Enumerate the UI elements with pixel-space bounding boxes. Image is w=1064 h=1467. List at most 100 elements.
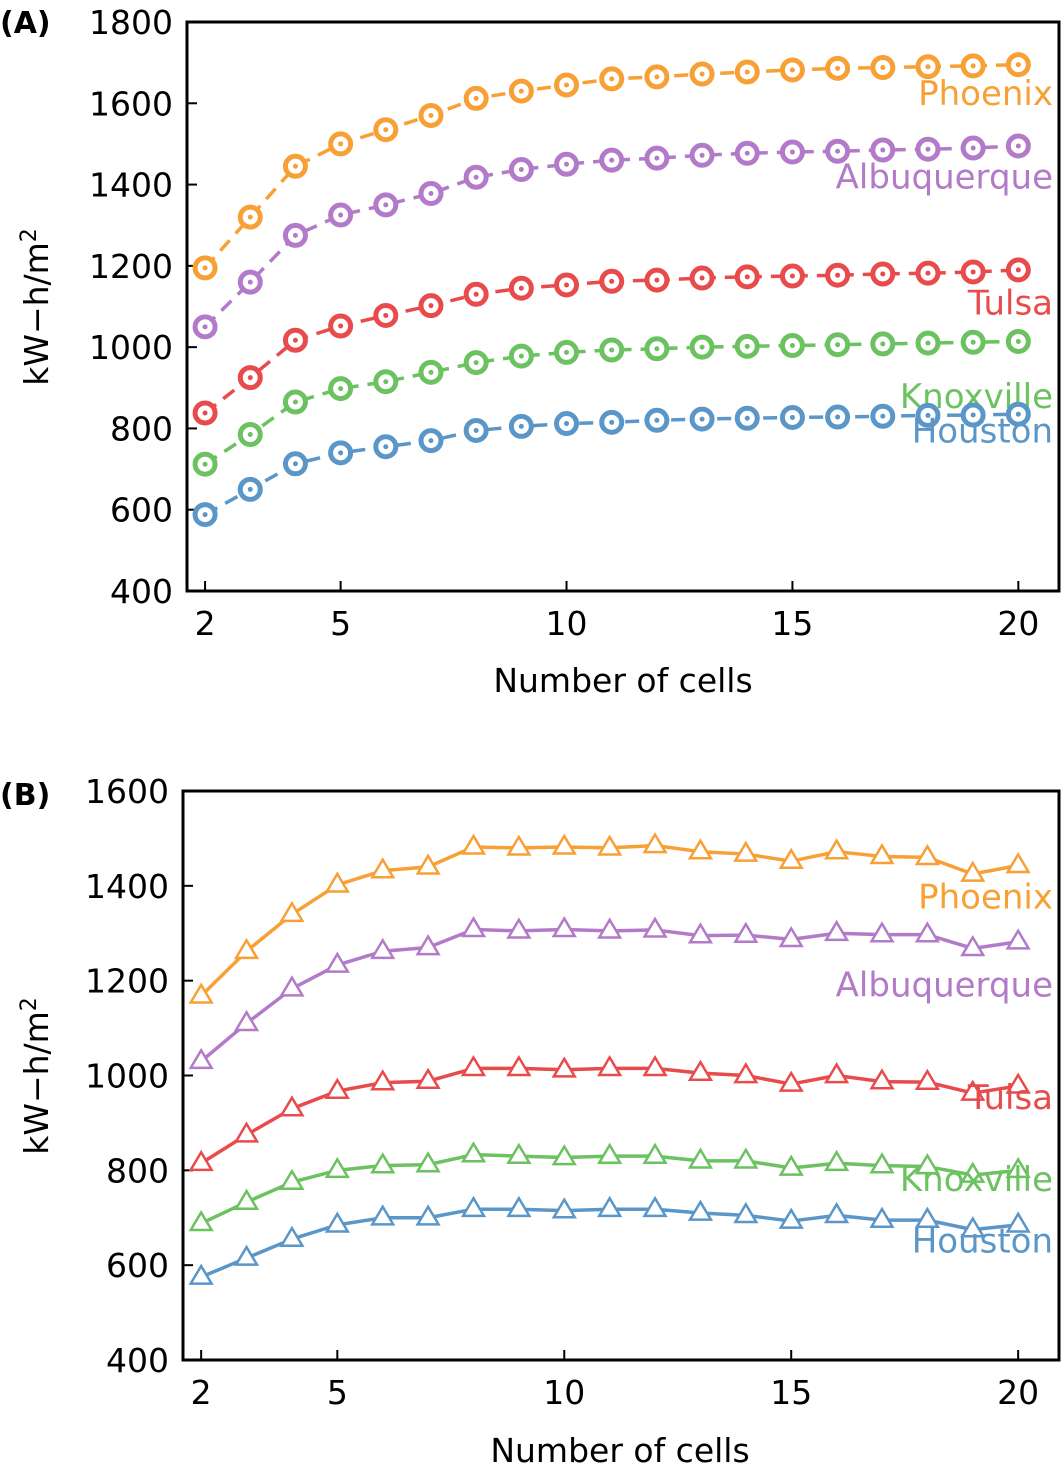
panel-a-point-center-knoxville — [835, 342, 841, 348]
panel-a-point-center-knoxville — [247, 432, 253, 438]
panel-b-point-tulsa — [914, 1068, 941, 1090]
panel-b-point-phoenix — [960, 860, 986, 882]
panel-b-point-albuquerque — [960, 934, 986, 957]
panel-b-point-albuquerque — [778, 925, 804, 948]
panel-b-point-knoxville — [778, 1154, 804, 1176]
panel-b-point-albuquerque — [642, 916, 668, 938]
panel-b-series-albuquerque: Albuquerque — [188, 916, 1053, 1070]
panel-b-point-knoxville — [551, 1144, 577, 1166]
panel-b-point-houston — [370, 1204, 396, 1226]
panel-a-point-center-knoxville — [383, 379, 389, 385]
panel-a-y-tick-label: 600 — [110, 491, 173, 530]
panel-b-point-phoenix — [687, 838, 714, 860]
panel-a-point-center-houston — [925, 412, 931, 418]
panel-b-point-albuquerque — [869, 921, 895, 943]
panel-a-x-tick-label: 2 — [195, 604, 216, 643]
panel-b-point-knoxville — [1005, 1156, 1031, 1179]
panel-a-series-albuquerque: Albuquerque — [192, 133, 1053, 340]
panel-b-point-phoenix — [1005, 851, 1031, 874]
panel-b-point-phoenix — [233, 937, 260, 960]
panel-b-point-houston — [233, 1244, 260, 1266]
panel-a-point-center-phoenix — [383, 127, 389, 133]
panel-b-point-phoenix — [597, 834, 623, 856]
panel-a-point-center-phoenix — [970, 63, 976, 69]
panel-a-x-tick-label: 10 — [546, 604, 588, 643]
panel-b-point-knoxville — [642, 1142, 668, 1164]
panel-b-point-knoxville — [460, 1141, 487, 1163]
panel-a-series-label-albuquerque: Albuquerque — [836, 157, 1053, 197]
panel-a-point-center-tulsa — [564, 282, 570, 288]
panel-a-point-center-houston — [383, 444, 389, 450]
panel-b-y-tick-label: 600 — [106, 1246, 169, 1285]
panel-a-point-center-tulsa — [518, 285, 524, 291]
panel-a-point-center-tulsa — [744, 274, 750, 280]
panel-a-point-center-tulsa — [202, 410, 208, 416]
panel-a-point-center-albuquerque — [473, 174, 479, 180]
panel-b-point-knoxville — [914, 1153, 941, 1175]
panel-b-point-tulsa — [733, 1062, 759, 1084]
panel-a-point-center-phoenix — [880, 65, 886, 71]
panel-a-point-center-phoenix — [247, 214, 253, 220]
panel-a-point-center-knoxville — [473, 360, 479, 366]
panel-b-series-knoxville: Knoxville — [188, 1141, 1053, 1232]
panel-a-y-tick-label: 400 — [110, 572, 173, 611]
panel-a-point-center-phoenix — [564, 82, 570, 88]
panel-b-point-phoenix — [869, 842, 895, 865]
panel-b-y-axis-title: kW−h/m2 — [17, 997, 56, 1155]
panel-a-series-phoenix: Phoenix — [192, 52, 1053, 281]
panel-a-point-center-houston — [428, 438, 434, 444]
panel-b-series-tulsa: Tulsa — [188, 1054, 1053, 1172]
panel-b-point-albuquerque — [370, 937, 396, 960]
panel-b-point-houston — [914, 1206, 941, 1228]
panel-b-point-albuquerque — [551, 916, 577, 938]
panel-a-point-center-knoxville — [925, 340, 931, 346]
panel-a-point-center-houston — [247, 486, 253, 492]
panel-b-series-label-phoenix: Phoenix — [918, 877, 1053, 917]
panel-b-series-label-albuquerque: Albuquerque — [836, 965, 1053, 1005]
panel-a-point-center-albuquerque — [383, 202, 389, 208]
panel-b-point-houston — [279, 1225, 305, 1247]
panel-a-point-center-houston — [654, 417, 660, 423]
panel-b-y-tick-label: 1600 — [85, 772, 169, 811]
panel-a-series-houston: Houston — [192, 401, 1053, 528]
panel-b-point-houston — [642, 1195, 668, 1218]
panel-b-tag: (B) — [0, 778, 50, 813]
panel-b-point-albuquerque — [460, 916, 487, 938]
panel-b-point-knoxville — [506, 1142, 532, 1164]
panel-b-point-tulsa — [188, 1149, 214, 1172]
panel-a-point-center-phoenix — [835, 65, 841, 71]
panel-b-point-tulsa — [460, 1054, 487, 1077]
panel-b-point-tulsa — [687, 1059, 714, 1081]
panel-b-y-tick-label: 1400 — [85, 867, 169, 906]
panel-a-point-center-phoenix — [473, 95, 479, 101]
panel-b-point-tulsa — [1005, 1072, 1031, 1094]
panel-a-frame — [185, 20, 1061, 593]
panel-b-point-albuquerque — [1005, 928, 1031, 950]
panel-a-point-center-tulsa — [247, 375, 253, 381]
panel-b-y-tick-label: 800 — [106, 1151, 169, 1190]
panel-a-point-center-knoxville — [292, 399, 298, 405]
panel-a-point-center-houston — [202, 512, 208, 518]
panel-a-point-center-tulsa — [1015, 267, 1021, 273]
panel-a-point-center-phoenix — [518, 88, 524, 94]
panel-b-x-axis-title: Number of cells — [490, 1431, 749, 1467]
panel-a-point-center-tulsa — [880, 271, 886, 277]
panel-a-point-center-albuquerque — [1015, 143, 1021, 149]
panel-a-point-center-phoenix — [699, 71, 705, 77]
panel-b-x-tick-label: 20 — [997, 1373, 1039, 1412]
panel-b-point-houston — [687, 1199, 714, 1221]
panel-a-point-center-knoxville — [338, 386, 344, 392]
panel-a-point-center-tulsa — [473, 291, 479, 297]
panel-b-point-tulsa — [324, 1077, 350, 1099]
panel-a: (A) 400 600 800 1000 1200 1400 1600 1800 2 5 10 15 2… — [0, 3, 1061, 700]
panel-a-point-center-phoenix — [292, 163, 298, 169]
panel-b-series-houston: Houston — [188, 1195, 1053, 1285]
panel-b-point-knoxville — [279, 1168, 305, 1191]
panel-b-point-houston — [415, 1204, 441, 1226]
panel-a-point-center-tulsa — [925, 270, 931, 276]
panel-b-series-phoenix: Phoenix — [188, 832, 1053, 1004]
panel-a-point-center-albuquerque — [292, 232, 298, 238]
panel-b-point-houston — [778, 1207, 804, 1229]
panel-b-y-tick-label: 1200 — [85, 962, 169, 1001]
